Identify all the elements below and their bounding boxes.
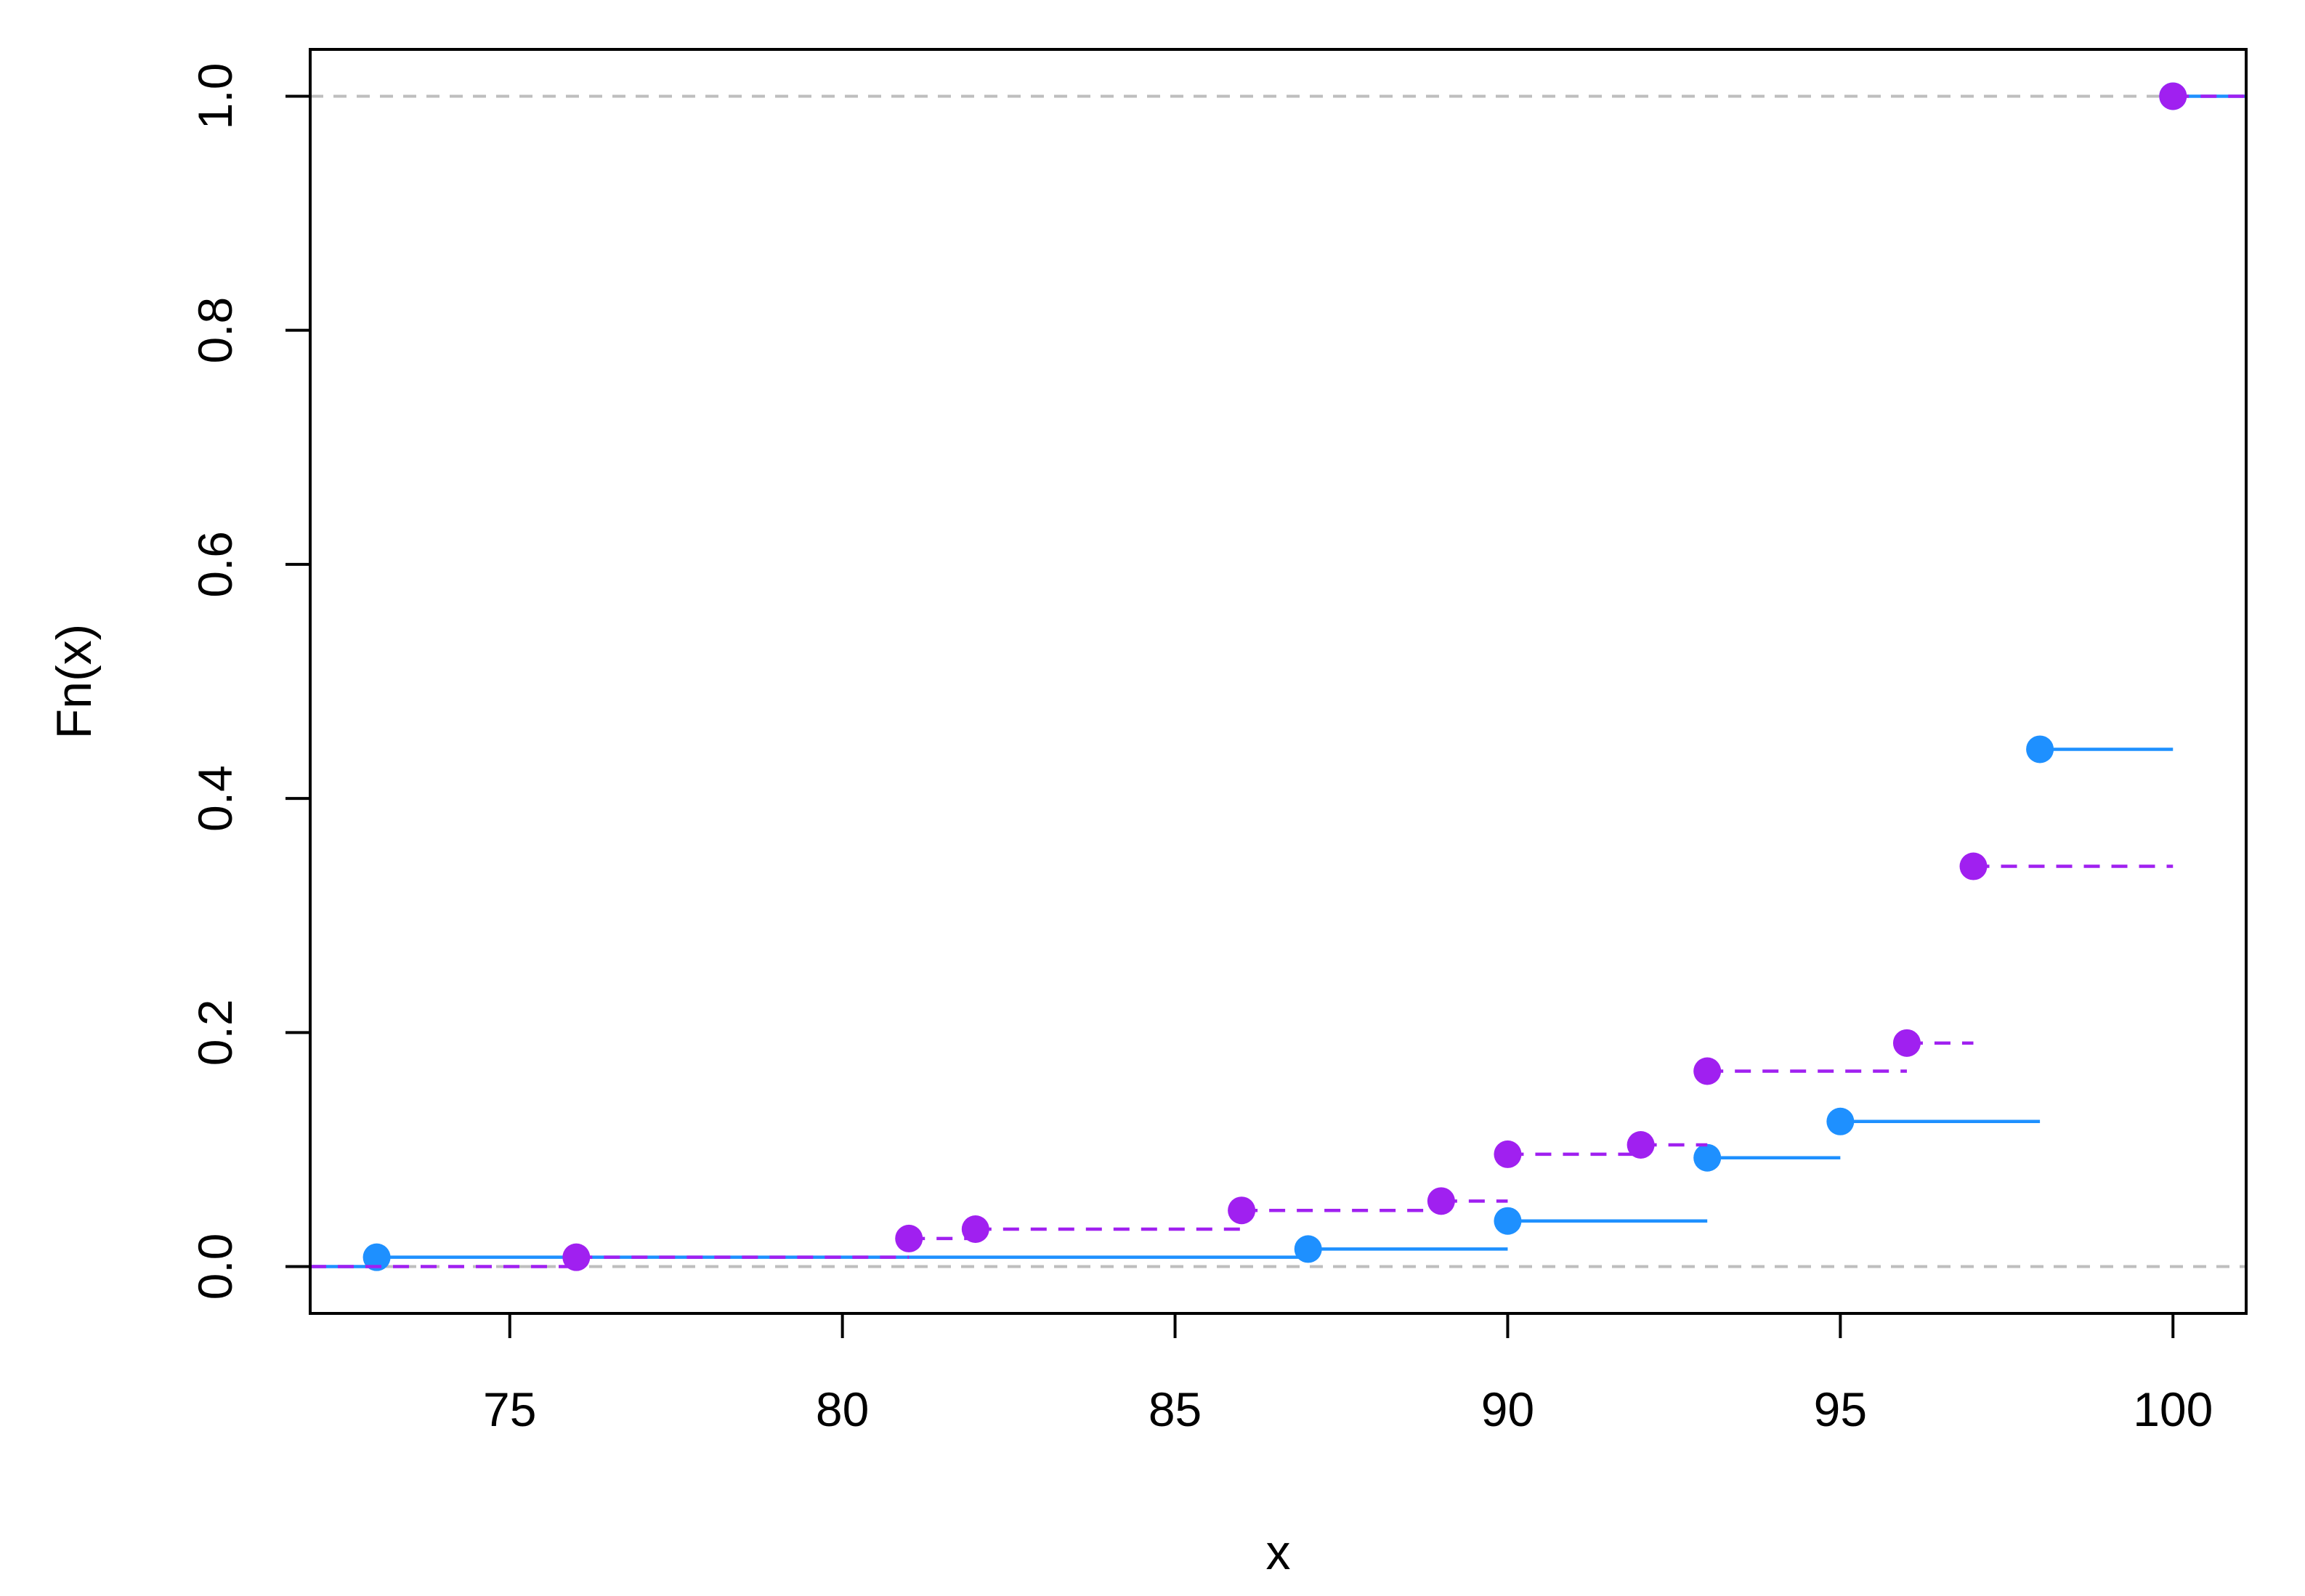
y-tick-label: 1.0 bbox=[188, 63, 242, 130]
y-axis: 0.0 0.2 0.4 0.6 0.8 1.0 bbox=[188, 63, 310, 1300]
y-tick-label: 0.4 bbox=[188, 765, 242, 832]
series-2 bbox=[310, 82, 2246, 1271]
data-point bbox=[1494, 1140, 1522, 1168]
y-tick-label: 0.6 bbox=[188, 531, 242, 598]
data-point bbox=[562, 1243, 591, 1271]
data-point bbox=[1959, 852, 1988, 880]
x-tick-label: 100 bbox=[2133, 1382, 2213, 1436]
data-point bbox=[1826, 1107, 1855, 1135]
series-1 bbox=[310, 82, 2246, 1271]
series-layer bbox=[310, 82, 2246, 1271]
data-point bbox=[1693, 1143, 1722, 1172]
reference-lines bbox=[310, 94, 2246, 1268]
data-point bbox=[2026, 735, 2054, 763]
data-point bbox=[895, 1224, 923, 1252]
y-tick-label: 0.8 bbox=[188, 297, 242, 364]
x-tick-label: 85 bbox=[1149, 1382, 1202, 1436]
x-axis-title: x bbox=[1266, 1525, 1291, 1580]
data-point bbox=[1627, 1131, 1655, 1159]
x-tick-label: 95 bbox=[1814, 1382, 1867, 1436]
data-point bbox=[362, 1243, 391, 1271]
x-tick-label: 80 bbox=[816, 1382, 869, 1436]
y-axis-title: Fn(x) bbox=[46, 624, 102, 740]
plot-frame bbox=[309, 48, 2248, 1315]
y-tick-label: 0.2 bbox=[188, 999, 242, 1066]
x-tick-label: 90 bbox=[1481, 1382, 1534, 1436]
data-point bbox=[1228, 1196, 1256, 1225]
data-point bbox=[961, 1215, 989, 1243]
data-point bbox=[1892, 1029, 1921, 1057]
data-point bbox=[2159, 82, 2187, 110]
x-axis: 75 80 85 90 95 100 bbox=[483, 1313, 2213, 1436]
data-point bbox=[1494, 1207, 1522, 1235]
x-tick-label: 75 bbox=[483, 1382, 536, 1436]
y-tick-label: 0.0 bbox=[188, 1234, 242, 1300]
data-point bbox=[1294, 1235, 1322, 1263]
data-point bbox=[1693, 1057, 1722, 1085]
data-point bbox=[1427, 1187, 1455, 1215]
